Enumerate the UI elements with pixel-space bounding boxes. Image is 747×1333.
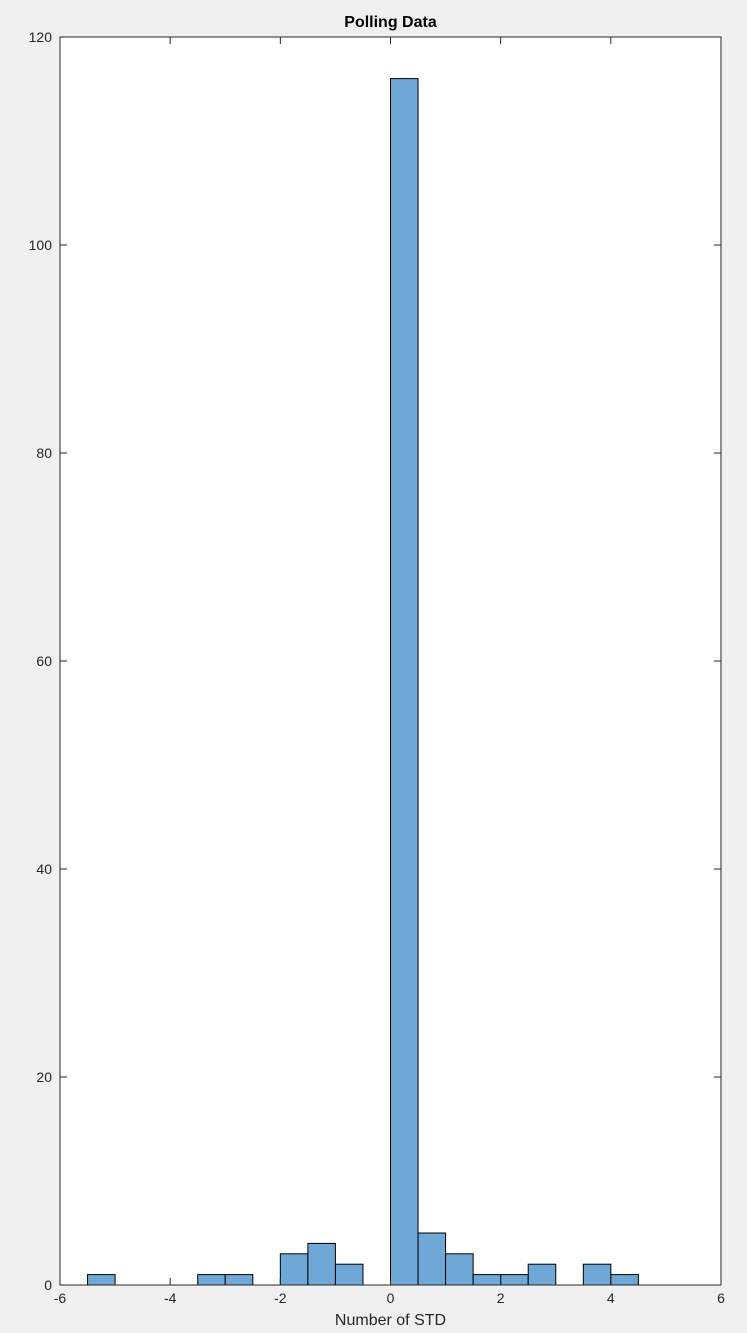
x-tick-label: -4 [164, 1290, 177, 1306]
histogram-bar [279, 1253, 309, 1286]
y-tick-labels: 0 20 40 60 80 100 120 [29, 29, 53, 1293]
histogram-bar [334, 1263, 364, 1286]
y-tick-label: 120 [29, 29, 53, 45]
histogram-bar [307, 1242, 336, 1286]
chart-title: Polling Data [344, 14, 437, 31]
histogram-bar [197, 1274, 226, 1286]
bars-group [87, 78, 639, 1286]
histogram-bar [500, 1274, 529, 1286]
x-axis-label: Number of STD [335, 1312, 446, 1329]
histogram-bar [610, 1274, 639, 1286]
histogram-bar [224, 1274, 254, 1286]
x-tick-label: 0 [387, 1290, 395, 1306]
histogram-bar [87, 1274, 116, 1286]
histogram-bar [527, 1263, 557, 1286]
x-tick-label: -6 [54, 1290, 67, 1306]
x-tick-label: -2 [274, 1290, 287, 1306]
y-tick-label: 80 [36, 445, 52, 461]
histogram-bar [582, 1263, 612, 1286]
histogram-bar [390, 78, 419, 1286]
plot-frame [59, 36, 722, 1286]
x-tick-labels: -6 -4 -2 0 2 4 6 [54, 1290, 725, 1306]
y-tick-label: 20 [36, 1069, 52, 1085]
y-tick-label: 0 [44, 1277, 52, 1293]
x-tick-label: 4 [607, 1290, 615, 1306]
x-tick-label: 2 [497, 1290, 505, 1306]
histogram-bar [445, 1253, 474, 1286]
y-tick-label: 100 [29, 237, 53, 253]
histogram-bar [417, 1232, 447, 1286]
x-tick-label: 6 [717, 1290, 725, 1306]
y-tick-label: 40 [36, 861, 52, 877]
histogram-bar [472, 1274, 502, 1286]
y-tick-label: 60 [36, 653, 52, 669]
